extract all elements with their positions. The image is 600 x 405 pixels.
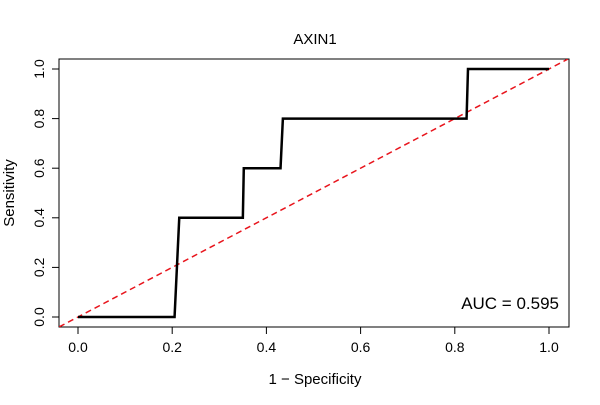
series-layer — [59, 59, 569, 327]
x-axis: 0.0 0.2 0.4 0.6 0.8 1.0 — [68, 326, 559, 355]
y-axis: 0.0 0.2 0.4 0.6 0.8 1.0 — [31, 59, 60, 327]
x-tick-label: 0.2 — [162, 339, 182, 355]
y-axis-label: Sensitivity — [1, 159, 18, 227]
x-tick-label: 0.8 — [445, 339, 465, 355]
y-tick-label: 0.6 — [31, 158, 47, 178]
x-tick-label: 1.0 — [539, 339, 559, 355]
chart-title: AXIN1 — [293, 31, 336, 48]
y-tick-label: 0.8 — [31, 109, 47, 129]
y-tick-label: 0.0 — [31, 307, 47, 327]
auc-annotation: AUC = 0.595 — [461, 294, 559, 313]
x-axis-label: 1 − Specificity — [269, 371, 362, 388]
x-tick-label: 0.4 — [257, 339, 277, 355]
x-tick-label: 0.6 — [351, 339, 371, 355]
roc-curve-line — [78, 67, 549, 319]
y-tick-label: 0.2 — [31, 257, 47, 277]
y-tick-label: 0.4 — [31, 208, 47, 228]
x-tick-label: 0.0 — [68, 339, 88, 355]
plot-frame — [58, 58, 570, 328]
y-tick-label: 1.0 — [31, 59, 47, 79]
reference-diagonal-line — [59, 59, 569, 327]
